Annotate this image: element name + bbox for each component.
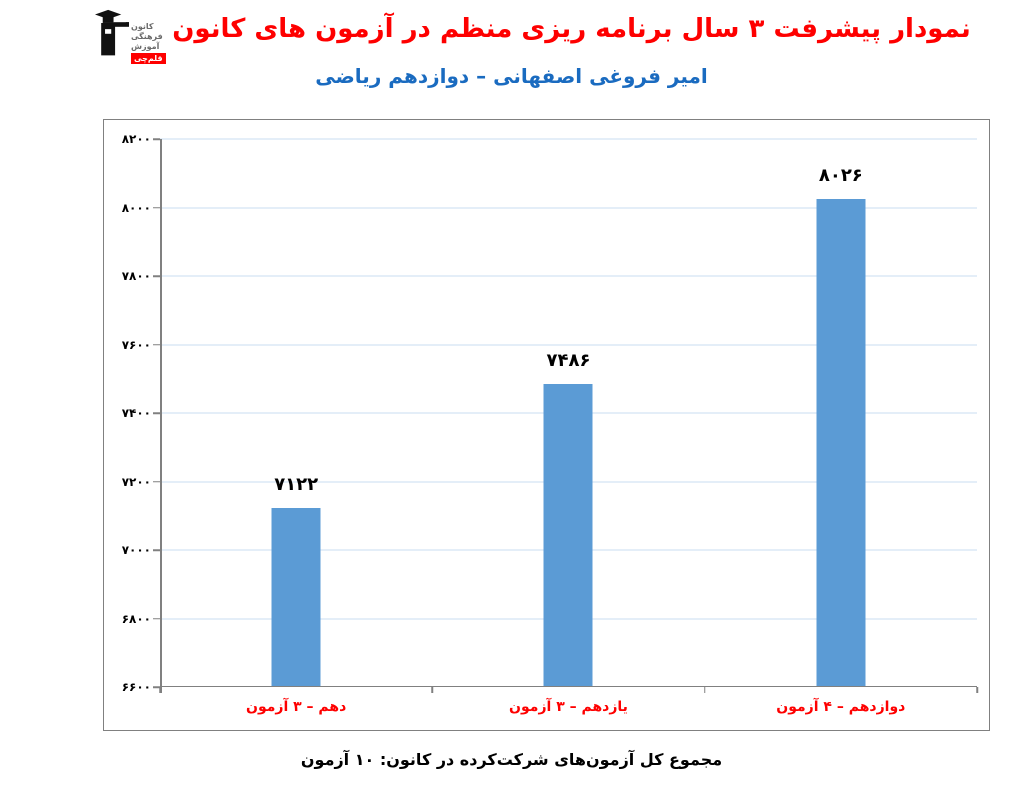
y-axis-labels: ۸۲۰۰ ۸۰۰۰ ۷۸۰۰ ۷۶۰۰ ۷۴۰۰ ۷۲۰۰ ۷۰۰۰ ۶۸۰۰ ۶۶۰۰ <box>104 132 151 694</box>
y-axis-tick-label: ۸۲۰۰ <box>121 132 151 146</box>
gridline <box>160 207 977 208</box>
y-axis-tick-label: ۶۸۰۰ <box>121 611 151 626</box>
bar-group: ۷۱۲۲ <box>160 139 432 687</box>
y-axis-tick-label: ۶۶۰۰ <box>121 680 151 694</box>
y-axis-tick <box>153 480 160 483</box>
logo-badge: قلم‌چی <box>131 53 166 64</box>
y-axis-tick <box>153 617 160 620</box>
x-axis-tick <box>431 687 434 693</box>
x-axis-tick <box>976 687 978 693</box>
y-axis-line <box>160 139 162 693</box>
page-title: نمودار پیشرفت ۳ سال برنامه ریزی منظم در … <box>172 14 971 44</box>
bar <box>271 508 321 687</box>
y-axis-tick <box>153 275 160 277</box>
logo-text-line: آموزش <box>131 42 160 51</box>
logo-text-line: کانون <box>131 22 154 31</box>
logo-text-line: فرهنگی <box>131 32 163 41</box>
y-axis-tick-label: ۷۸۰۰ <box>121 269 151 283</box>
bar <box>816 198 866 687</box>
gridline <box>160 344 977 345</box>
bar-chart: ۸۲۰۰ ۸۰۰۰ ۷۸۰۰ ۷۶۰۰ ۷۴۰۰ ۷۲۰۰ ۷۰۰۰ ۶۸۰۰ ۶۶۰۰ ۷۱۲… <box>103 119 990 731</box>
y-axis-tick <box>153 138 160 140</box>
graduate-icon <box>95 9 129 56</box>
y-axis-tick-label: ۷۲۰۰ <box>121 474 151 489</box>
x-axis-tick <box>703 687 706 693</box>
x-axis-category-label: دوازدهم – ۴ آزمون <box>776 699 906 715</box>
y-axis-tick-label: ۸۰۰۰ <box>121 200 151 215</box>
y-axis-tick <box>153 686 160 688</box>
y-axis-tick <box>153 412 160 414</box>
bar-group: ۷۴۸۶ <box>432 139 704 687</box>
bar-value-label: ۷۴۸۶ <box>546 349 591 371</box>
y-axis-tick-label: ۷۴۰۰ <box>121 406 151 420</box>
bar-value-label: ۸۰۲۶ <box>818 164 863 186</box>
gridline <box>160 138 977 140</box>
bar-value-label: ۷۱۲۲ <box>274 474 319 496</box>
x-axis-category-labels: دهم – ۳ آزمون یازدهم – ۳ آزمون دوازدهم – ۴… <box>160 699 977 729</box>
y-axis-tick <box>153 549 160 551</box>
y-axis-tick <box>153 343 160 346</box>
y-axis-tick <box>153 206 160 209</box>
x-axis-category-label: دهم – ۳ آزمون <box>246 699 347 715</box>
y-axis-tick-label: ۷۶۰۰ <box>121 337 151 352</box>
kanoon-logo: کانون فرهنگی آموزش قلم‌چی <box>95 4 167 64</box>
bar-group: ۸۰۲۶ <box>705 139 977 687</box>
x-axis-category-label: یازدهم – ۳ آزمون <box>509 699 628 715</box>
plot-area: ۷۱۲۲ ۷۴۸۶ ۸۰۲۶ <box>153 138 978 693</box>
y-axis-tick-label: ۷۰۰۰ <box>121 543 151 557</box>
x-axis-line <box>160 685 977 687</box>
logo-text: کانون فرهنگی آموزش قلم‌چی <box>131 4 166 64</box>
bar <box>543 383 593 687</box>
total-exams-caption: مجموع کل آزمون‌های شرکت‌کرده در کانون: ۱… <box>300 750 723 769</box>
gridline <box>160 275 977 277</box>
page-subtitle: امیر فروغی اصفهانی – دوازدهم ریاضی <box>315 64 708 88</box>
